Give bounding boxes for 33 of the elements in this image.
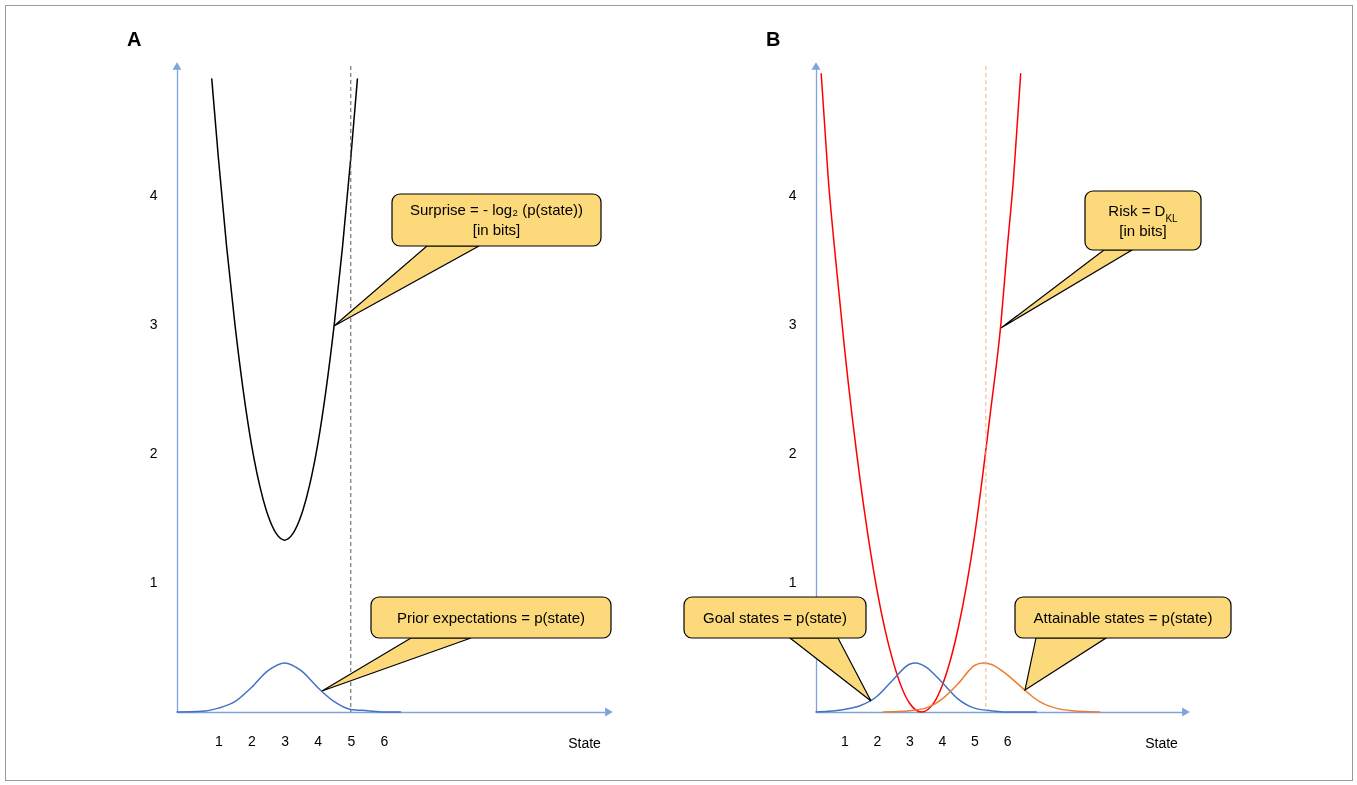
- line-series: [815, 662, 1038, 713]
- line-series: [211, 78, 359, 541]
- x-tick-label: 1: [214, 732, 223, 749]
- annotation: Surprise = - log₂ (p(state)) [in bits]: [410, 201, 583, 238]
- x-tick-label: 4: [938, 732, 947, 749]
- y-tick-label: 1: [788, 574, 797, 591]
- x-axis-title: State: [1145, 734, 1179, 751]
- x-tick-label: 3: [281, 732, 290, 749]
- y-tick-label: 3: [788, 315, 797, 332]
- line-series: [882, 662, 1101, 713]
- x-tick-label: 4: [314, 732, 323, 749]
- x-tick-label: 2: [248, 732, 257, 749]
- x-tick-label: 6: [1003, 732, 1012, 749]
- y-tick-label: 3: [149, 315, 158, 332]
- annotation: Attainable states = p(state): [1033, 608, 1213, 626]
- y-tick-label: 4: [788, 186, 797, 203]
- line-series: [176, 662, 402, 713]
- x-tick-label: 6: [380, 732, 389, 749]
- x-tick-label: 1: [840, 732, 849, 749]
- x-axis-title: State: [568, 734, 602, 751]
- y-tick-label: 2: [788, 445, 797, 462]
- x-tick-label: 2: [873, 732, 882, 749]
- x-tick-label: 3: [906, 732, 914, 749]
- y-tick-label: 2: [149, 445, 158, 462]
- x-tick-label: 5: [347, 732, 356, 749]
- annotation: Goal states = p(state): [703, 608, 847, 626]
- chart-title: B: [766, 28, 781, 51]
- chart-title: A: [127, 28, 142, 51]
- x-tick-label: 5: [971, 732, 980, 749]
- annotation: Risk = D$_{KL}$ [in bits]: [1108, 201, 1179, 239]
- y-tick-label: 4: [149, 186, 158, 203]
- y-tick-label: 1: [149, 574, 158, 591]
- annotation: Prior expectations = p(state): [396, 608, 586, 626]
